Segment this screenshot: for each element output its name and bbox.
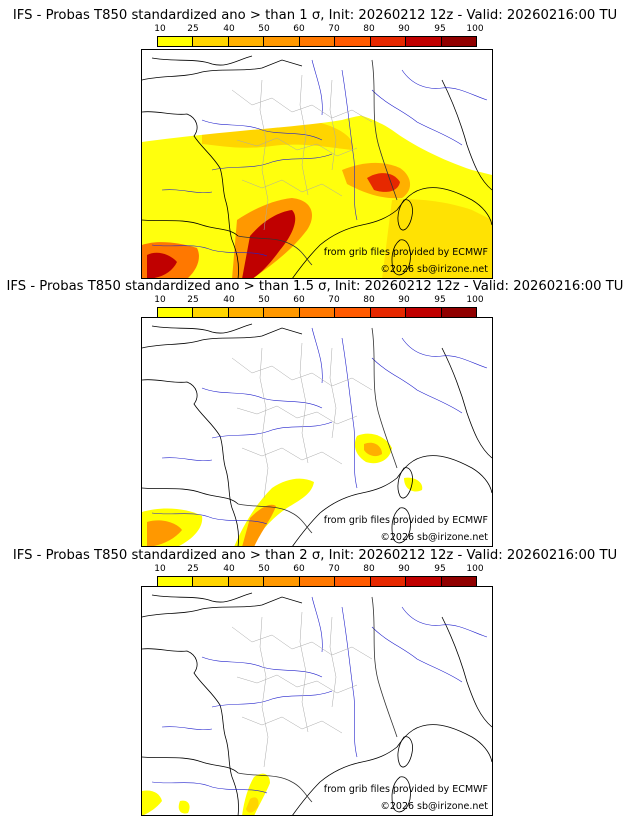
legend-tick: 100: [466, 24, 484, 34]
legend-swatch: [441, 308, 476, 317]
legend-swatch: [193, 37, 229, 46]
probability-map: [142, 323, 492, 546]
legend-labels: 10 25 40 50 60 70 80 90 95 100: [154, 24, 483, 35]
legend-swatch: [441, 577, 476, 586]
legend-tick: 40: [223, 295, 235, 305]
legend-swatch: [406, 37, 442, 46]
legend-swatch: [299, 37, 336, 46]
map-frame: from grib files provided by ECMWF ©2026 …: [141, 586, 493, 816]
legend-tick: 10: [154, 24, 166, 34]
copyright-credit: ©2026 sb@irizone.net: [380, 532, 488, 543]
legend-swatch: [335, 37, 371, 46]
legend-swatch: [264, 577, 300, 586]
legend-tick: 90: [398, 564, 410, 574]
legend-swatch: [335, 308, 371, 317]
legend-tick: 60: [293, 564, 305, 574]
legend-tick: 10: [154, 295, 166, 305]
legend-swatch: [264, 37, 300, 46]
legend-tick: 90: [398, 24, 410, 34]
legend-tick: 40: [223, 24, 235, 34]
legend-tick: 100: [466, 564, 484, 574]
legend-swatch: [264, 308, 300, 317]
panel-title: IFS - Probas T850 standardized ano > tha…: [6, 279, 624, 294]
panel-2: IFS - Probas T850 standardized ano > tha…: [0, 279, 630, 549]
legend-colorbar: [157, 36, 477, 47]
legend-swatch: [228, 308, 265, 317]
legend-tick: 60: [293, 295, 305, 305]
source-credit: from grib files provided by ECMWF: [323, 247, 488, 258]
panel-title: IFS - Probas T850 standardized ano > tha…: [12, 548, 618, 563]
legend-tick: 25: [187, 24, 199, 34]
legend-tick: 70: [328, 24, 340, 34]
legend-swatch: [299, 577, 336, 586]
legend-tick: 90: [398, 295, 410, 305]
legend-swatch: [406, 308, 442, 317]
legend-swatch: [228, 37, 265, 46]
legend-tick: 50: [258, 295, 270, 305]
legend-tick: 50: [258, 24, 270, 34]
source-credit: from grib files provided by ECMWF: [323, 784, 488, 795]
legend-swatch: [335, 577, 371, 586]
legend-tick: 25: [187, 564, 199, 574]
legend-swatch: [406, 577, 442, 586]
legend-swatch: [158, 308, 194, 317]
legend-labels: 10 25 40 50 60 70 80 90 95 100: [154, 295, 483, 306]
legend-tick: 80: [363, 295, 375, 305]
legend-tick: 25: [187, 295, 199, 305]
legend-tick: 40: [223, 564, 235, 574]
legend-tick: 60: [293, 24, 305, 34]
legend-tick: 95: [434, 564, 446, 574]
legend-tick: 95: [434, 295, 446, 305]
copyright-credit: ©2026 sb@irizone.net: [380, 264, 488, 275]
legend-swatch: [370, 37, 407, 46]
legend-swatch: [228, 577, 265, 586]
legend-tick: 50: [258, 564, 270, 574]
panel-3: IFS - Probas T850 standardized ano > tha…: [0, 548, 630, 818]
panel-title: IFS - Probas T850 standardized ano > tha…: [12, 8, 618, 23]
legend-tick: 95: [434, 24, 446, 34]
legend-swatch: [158, 577, 194, 586]
legend-swatch: [370, 577, 407, 586]
legend-tick: 80: [363, 564, 375, 574]
panel-1: IFS - Probas T850 standardized ano > tha…: [0, 8, 630, 279]
legend-tick: 10: [154, 564, 166, 574]
map-frame: from grib files provided by ECMWF ©2026 …: [141, 49, 493, 279]
legend-swatch: [370, 308, 407, 317]
probability-map: [142, 50, 492, 278]
copyright-credit: ©2026 sb@irizone.net: [380, 801, 488, 812]
legend-swatch: [193, 308, 229, 317]
legend-labels: 10 25 40 50 60 70 80 90 95 100: [154, 564, 483, 575]
legend-tick: 100: [466, 295, 484, 305]
probability-map: [142, 592, 492, 815]
legend-tick: 70: [328, 564, 340, 574]
map-frame: from grib files provided by ECMWF ©2026 …: [141, 317, 493, 547]
legend-tick: 80: [363, 24, 375, 34]
source-credit: from grib files provided by ECMWF: [323, 515, 488, 526]
legend-swatch: [441, 37, 476, 46]
legend-swatch: [299, 308, 336, 317]
legend-swatch: [193, 577, 229, 586]
legend-swatch: [158, 37, 194, 46]
legend-tick: 70: [328, 295, 340, 305]
